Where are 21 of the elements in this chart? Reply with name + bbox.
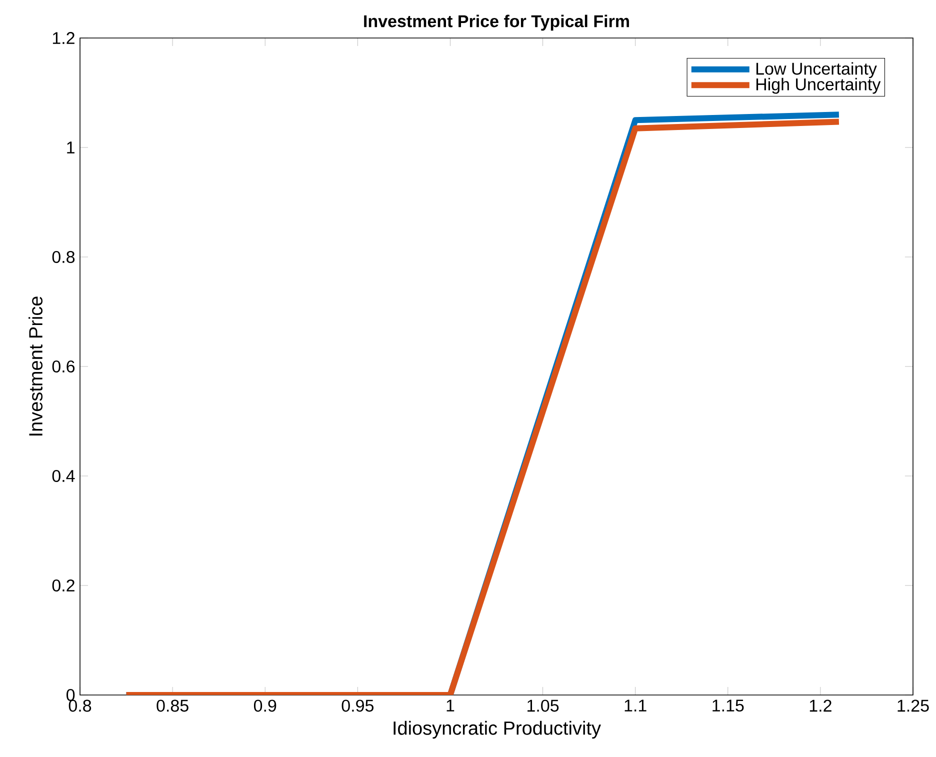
x-tick-label: 1.15 [712,700,744,712]
x-tick-label: 0.85 [156,700,188,712]
x-axis-title: Idiosyncratic Productivity [394,720,601,739]
legend-label: Low Uncertainty [756,62,877,78]
y-tick-label: 1 [67,142,74,154]
x-tick-label: 1.1 [624,700,646,712]
x-tick-label: 0.95 [342,700,374,712]
y-tick-label: 0.8 [52,250,75,264]
x-tick-label: 1.25 [898,700,929,712]
y-tick-label: 0.6 [52,360,75,373]
legend-label: High Uncertainty [756,78,881,94]
y-tick-label: 1.2 [52,32,74,44]
chart-title: Investment Price for Typical Firm [364,14,629,31]
y-tick-label: 0 [66,688,75,702]
x-tick-label: 1.2 [810,700,832,712]
y-tick-label: 0.2 [52,579,74,592]
y-axis-title: Investment Price [28,296,43,436]
x-tick-label: 1 [446,700,454,712]
y-tick-label: 0.4 [52,470,75,482]
x-tick-label: 0.9 [254,700,276,712]
x-tick-label: 1.05 [528,700,559,712]
